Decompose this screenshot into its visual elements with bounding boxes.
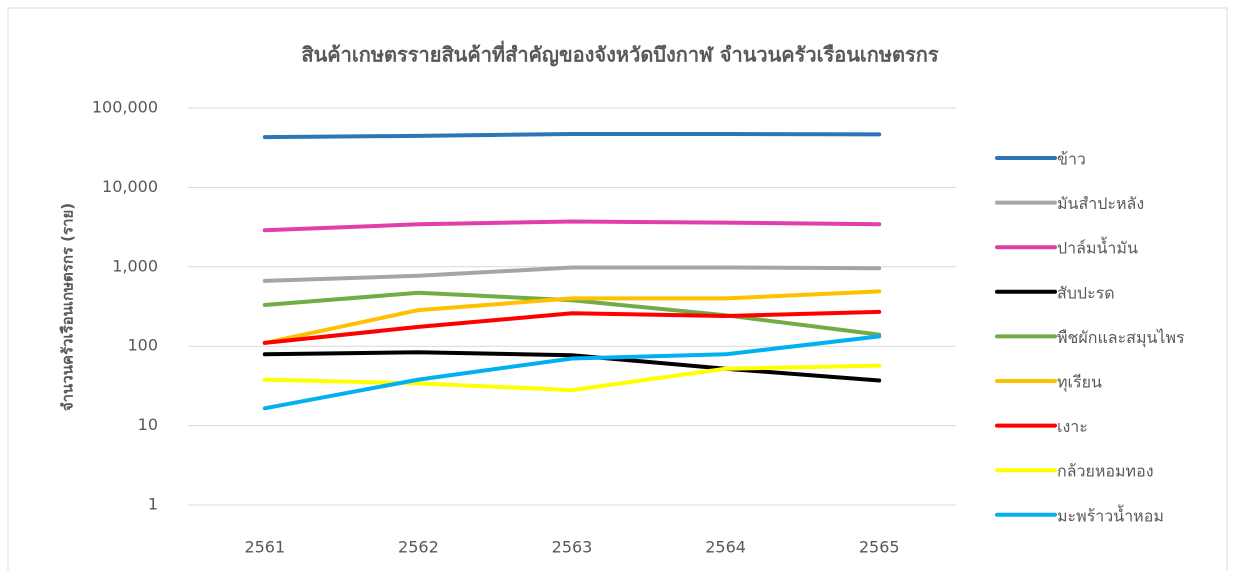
y-tick-label: 10,000	[102, 177, 158, 196]
legend-label: ปาล์มน้ำมัน	[1057, 237, 1138, 258]
y-tick-label: 100,000	[92, 98, 158, 117]
legend-label: ข้าว	[1057, 150, 1086, 169]
series-line	[262, 350, 882, 383]
series-line	[262, 309, 882, 345]
x-tick-label: 2562	[398, 538, 439, 557]
series-line	[262, 289, 882, 345]
legend-label: กล้วยหอมทอง	[1057, 462, 1154, 481]
x-tick-label: 2564	[705, 538, 746, 557]
legend-label: สับปะรด	[1057, 283, 1115, 302]
chart-title: สินค้าเกษตรรายสินค้าที่สำคัญของจังหวัดบึ…	[301, 40, 938, 67]
chart-frame	[7, 7, 1228, 570]
x-tick-label: 2565	[859, 538, 900, 557]
legend-label: มันสำปะหลัง	[1057, 194, 1144, 213]
legend-label: มะพร้าวน้ำหอม	[1057, 504, 1164, 525]
legend-label: เงาะ	[1057, 417, 1088, 436]
y-tick-label: 1	[148, 495, 158, 514]
x-tick-label: 2561	[244, 538, 285, 557]
legend-label: ทุเรียน	[1057, 373, 1102, 393]
y-axis-label: จำนวนครัวเรือนเกษตรกร (ราย)	[59, 203, 77, 411]
y-tick-label: 10	[138, 415, 158, 434]
series-line	[262, 265, 882, 283]
y-tick-label: 1,000	[112, 256, 158, 275]
y-tick-label: 100	[127, 336, 158, 355]
series-line	[262, 132, 882, 140]
series-line	[262, 334, 882, 411]
x-tick-label: 2563	[552, 538, 593, 557]
legend-label: พืชผักและสมุนไพร	[1057, 328, 1185, 348]
series-line	[262, 219, 882, 233]
series-line	[262, 363, 882, 393]
